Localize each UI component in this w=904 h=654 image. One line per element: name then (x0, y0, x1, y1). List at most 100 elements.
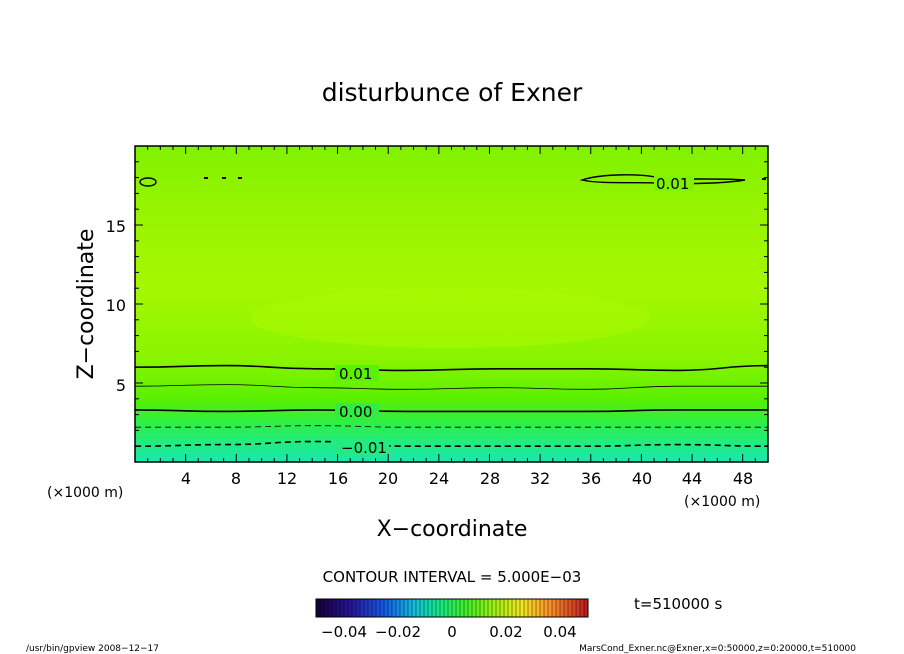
colorbar-cell (452, 599, 456, 617)
x-tick-label: 48 (733, 469, 753, 488)
colorbar-cell (408, 599, 412, 617)
colorbar-cell (440, 599, 444, 617)
plot-highlight (250, 288, 650, 348)
contour-label: 0.01 (656, 175, 689, 193)
colorbar-cell (356, 599, 360, 617)
contour-label: 0.00 (339, 403, 372, 421)
colorbar-cell (384, 599, 388, 617)
colorbar-cell (552, 599, 556, 617)
colorbar-cell (436, 599, 440, 617)
x-tick-label: 20 (378, 469, 398, 488)
x-tick-label: 24 (429, 469, 449, 488)
plot-area (135, 146, 768, 462)
contour-line (135, 425, 768, 428)
colorbar-cell (336, 599, 340, 617)
colorbar-cell (500, 599, 504, 617)
y-tick-label: 10 (106, 296, 126, 315)
colorbar-cell (516, 599, 520, 617)
footer-right: MarsCond_Exner.nc@Exner,x=0:50000,z=0:20… (579, 644, 856, 654)
colorbar-cell (316, 599, 320, 617)
x-tick-labels: 4 8 12 16 20 24 28 32 36 40 44 48 (181, 469, 753, 488)
colorbar-tick-label: −0.04 (321, 623, 367, 641)
colorbar-cell (492, 599, 496, 617)
colorbar-cell (416, 599, 420, 617)
y-tick-label: 15 (106, 217, 126, 236)
colorbar-cell (556, 599, 560, 617)
colorbar-cell (372, 599, 376, 617)
contour-interval-label: CONTOUR INTERVAL = 5.000E−03 (323, 568, 582, 586)
colorbar-cell (368, 599, 372, 617)
contour-labels: 0.01 0.00 −0.01 0.01 (335, 175, 694, 457)
colorbar-cell (504, 599, 508, 617)
colorbar-cell (428, 599, 432, 617)
x-tick-label: 12 (277, 469, 297, 488)
colorbar-cell (476, 599, 480, 617)
contour-line (135, 409, 768, 413)
colorbar-cell (576, 599, 580, 617)
colorbar-cell (508, 599, 512, 617)
upper-contour-left (139, 177, 157, 187)
colorbar-cell (468, 599, 472, 617)
y-axis-label: Z−coordinate (74, 229, 99, 380)
x-unit-right: (×1000 m) (684, 494, 760, 510)
contour-label: −0.01 (341, 439, 387, 457)
upper-contour-right (579, 174, 746, 185)
colorbar-cell (464, 599, 468, 617)
colorbar-cell (328, 599, 332, 617)
colorbar-cell (392, 599, 396, 617)
colorbar-cell (536, 599, 540, 617)
colorbar-cell (380, 599, 384, 617)
colorbar-tick-labels: −0.04 −0.02 0 0.02 0.04 (321, 623, 577, 641)
colorbar-cell (460, 599, 464, 617)
x-unit-left: (×1000 m) (47, 485, 123, 501)
colorbar-cell (344, 599, 348, 617)
colorbar-tick-label: 0.02 (489, 623, 522, 641)
colorbar-cell (564, 599, 568, 617)
colorbar-cell (396, 599, 400, 617)
axis-ticks (134, 145, 769, 463)
x-tick-label: 44 (682, 469, 702, 488)
colorbar (315, 599, 588, 617)
colorbar-cell (544, 599, 548, 617)
colorbar-cell (348, 599, 352, 617)
colorbar-cell (324, 599, 328, 617)
colorbar-cell (496, 599, 500, 617)
upper-contour-dots (204, 177, 766, 180)
colorbar-cell (332, 599, 336, 617)
colorbar-cell (524, 599, 528, 617)
contour-line (135, 384, 768, 390)
y-tick-label: 5 (116, 376, 126, 395)
colorbar-cell (420, 599, 424, 617)
colorbar-tick-label: −0.02 (375, 623, 421, 641)
colorbar-cell (400, 599, 404, 617)
colorbar-cell (352, 599, 356, 617)
colorbar-cell (568, 599, 572, 617)
colorbar-cell (540, 599, 544, 617)
y-tick-labels: 5 10 15 (106, 217, 126, 395)
footer-left: /usr/bin/gpview 2008−12−17 (26, 644, 159, 654)
colorbar-cell (520, 599, 524, 617)
x-tick-label: 4 (181, 469, 191, 488)
x-tick-label: 28 (480, 469, 500, 488)
colorbar-frame (315, 598, 589, 618)
time-label: t=510000 s (634, 595, 722, 613)
colorbar-cell (512, 599, 516, 617)
colorbar-cell (340, 599, 344, 617)
colorbar-cell (472, 599, 476, 617)
colorbar-cell (456, 599, 460, 617)
colorbar-cell (480, 599, 484, 617)
colorbar-cell (580, 599, 584, 617)
colorbar-cell (432, 599, 436, 617)
colorbar-cell (448, 599, 452, 617)
colorbar-cell (548, 599, 552, 617)
colorbar-tick-label: 0.04 (543, 623, 576, 641)
x-tick-label: 8 (231, 469, 241, 488)
colorbar-cell (528, 599, 532, 617)
colorbar-cell (488, 599, 492, 617)
x-tick-label: 32 (530, 469, 550, 488)
colorbar-cell (444, 599, 448, 617)
colorbar-cell (360, 599, 364, 617)
contour-lines (135, 364, 768, 448)
colorbar-cell (424, 599, 428, 617)
